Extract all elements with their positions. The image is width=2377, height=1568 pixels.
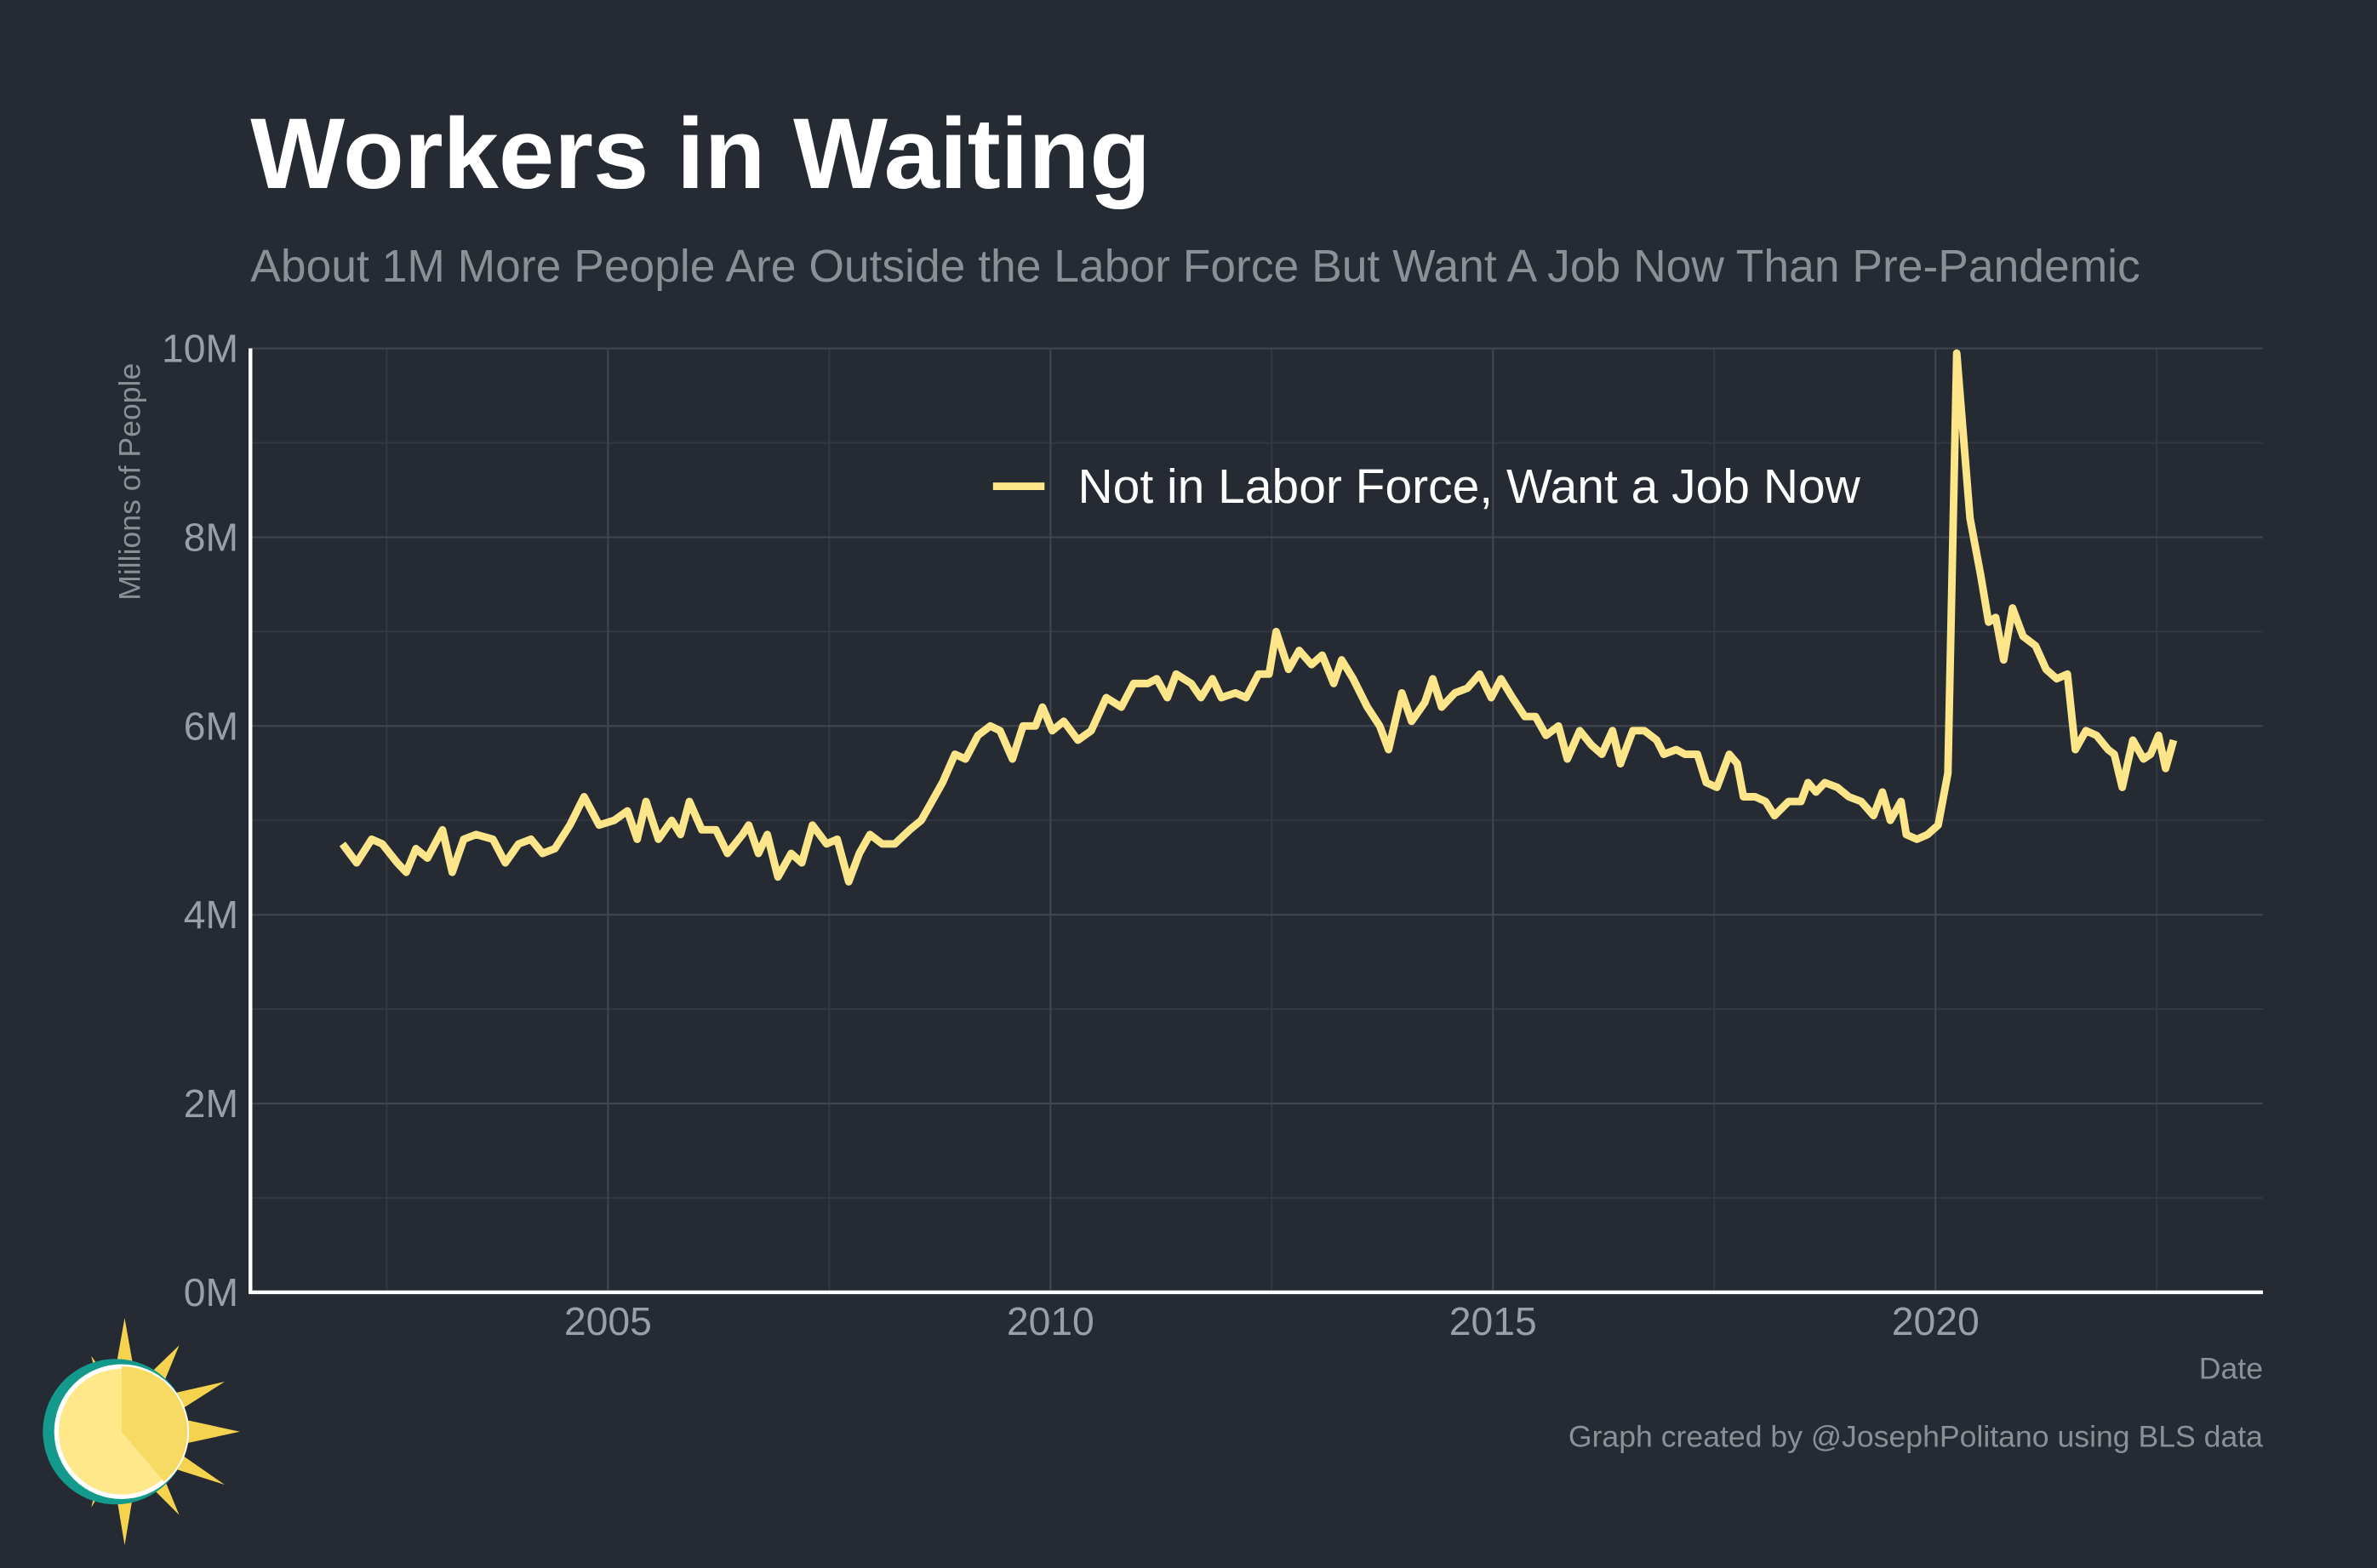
x-tick-label: 2010 [1007, 1299, 1094, 1343]
y-axis-label: Millions of People [112, 363, 146, 601]
y-tick-label: 8M [184, 515, 238, 559]
y-tick-label: 0M [184, 1270, 238, 1314]
y-tick-label: 6M [184, 704, 238, 748]
y-tick-label: 10M [162, 327, 238, 371]
x-tick-label: 2005 [564, 1299, 652, 1343]
x-tick-label: 2020 [1892, 1299, 1980, 1343]
y-tick-label: 4M [184, 892, 238, 937]
logo [43, 1318, 240, 1546]
x-tick-label: 2015 [1449, 1299, 1537, 1343]
chart-subtitle: About 1M More People Are Outside the Lab… [250, 242, 2140, 292]
data-line [339, 349, 2178, 886]
chart-title: Workers in Waiting [250, 98, 1151, 209]
legend-label: Not in Labor Force, Want a Job Now [1078, 459, 1861, 514]
y-tick-label: 2M [184, 1081, 238, 1126]
credit: Graph created by @JosephPolitano using B… [1568, 1420, 2263, 1454]
x-axis-label: Date [2199, 1351, 2263, 1385]
